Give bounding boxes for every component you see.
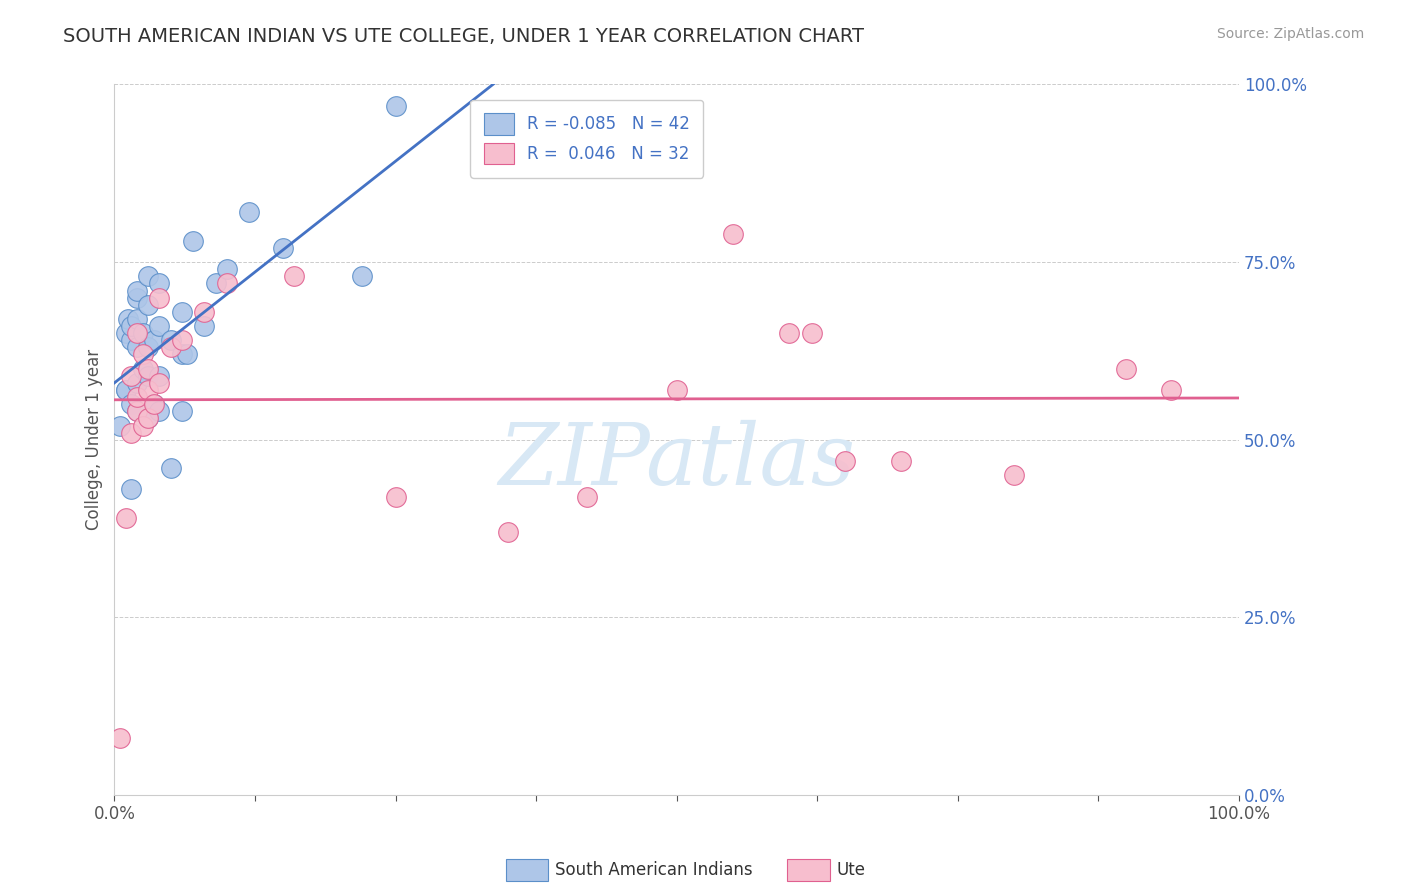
Point — [142, 397, 165, 411]
Point — [125, 404, 148, 418]
Point — [170, 305, 193, 319]
Point — [238, 205, 260, 219]
Point — [125, 326, 148, 340]
Point — [148, 319, 170, 334]
Point — [136, 411, 159, 425]
Point — [193, 319, 215, 334]
Point — [778, 326, 800, 340]
Point — [384, 99, 406, 113]
Point — [131, 418, 153, 433]
Point — [1002, 468, 1025, 483]
Point — [215, 262, 238, 277]
Point — [665, 383, 688, 397]
Point — [283, 269, 305, 284]
Point — [131, 361, 153, 376]
Point — [117, 312, 139, 326]
Point — [136, 298, 159, 312]
Point — [136, 340, 159, 354]
Point — [193, 305, 215, 319]
Point — [148, 404, 170, 418]
Text: South American Indians: South American Indians — [555, 861, 754, 879]
Point — [120, 368, 142, 383]
Point — [159, 333, 181, 347]
Point — [125, 312, 148, 326]
Point — [159, 340, 181, 354]
Point — [148, 368, 170, 383]
Point — [215, 277, 238, 291]
Point — [114, 511, 136, 525]
Point — [108, 418, 131, 433]
Point — [114, 326, 136, 340]
Point — [142, 333, 165, 347]
Point — [114, 383, 136, 397]
Point — [136, 361, 159, 376]
Point — [114, 383, 136, 397]
Y-axis label: College, Under 1 year: College, Under 1 year — [86, 349, 103, 531]
Point — [890, 454, 912, 468]
Point — [125, 404, 148, 418]
Point — [131, 347, 153, 361]
Point — [136, 368, 159, 383]
Point — [120, 319, 142, 334]
Point — [120, 483, 142, 497]
Text: Ute: Ute — [837, 861, 866, 879]
Point — [136, 411, 159, 425]
Point — [148, 277, 170, 291]
Point — [496, 525, 519, 540]
Point — [350, 269, 373, 284]
Point — [176, 347, 198, 361]
Point — [148, 376, 170, 390]
Point — [125, 284, 148, 298]
Point — [575, 490, 598, 504]
Point — [125, 390, 148, 404]
Point — [181, 234, 204, 248]
Point — [142, 397, 165, 411]
Text: SOUTH AMERICAN INDIAN VS UTE COLLEGE, UNDER 1 YEAR CORRELATION CHART: SOUTH AMERICAN INDIAN VS UTE COLLEGE, UN… — [63, 27, 865, 45]
Point — [148, 291, 170, 305]
Point — [721, 227, 744, 241]
Point — [1160, 383, 1182, 397]
Point — [120, 397, 142, 411]
Point — [170, 333, 193, 347]
Point — [136, 383, 159, 397]
Point — [834, 454, 856, 468]
Point — [120, 333, 142, 347]
Point — [170, 347, 193, 361]
Text: ZIPatlas: ZIPatlas — [498, 420, 855, 502]
Point — [271, 241, 294, 255]
Point — [131, 326, 153, 340]
Point — [170, 404, 193, 418]
Point — [125, 340, 148, 354]
Point — [125, 291, 148, 305]
Point — [1115, 361, 1137, 376]
Point — [136, 269, 159, 284]
Text: Source: ZipAtlas.com: Source: ZipAtlas.com — [1216, 27, 1364, 41]
Point — [204, 277, 226, 291]
Point — [384, 490, 406, 504]
Legend: R = -0.085   N = 42, R =  0.046   N = 32: R = -0.085 N = 42, R = 0.046 N = 32 — [470, 100, 703, 178]
Point — [800, 326, 823, 340]
Point — [108, 731, 131, 746]
Point — [159, 461, 181, 475]
Point — [120, 425, 142, 440]
Point — [125, 376, 148, 390]
